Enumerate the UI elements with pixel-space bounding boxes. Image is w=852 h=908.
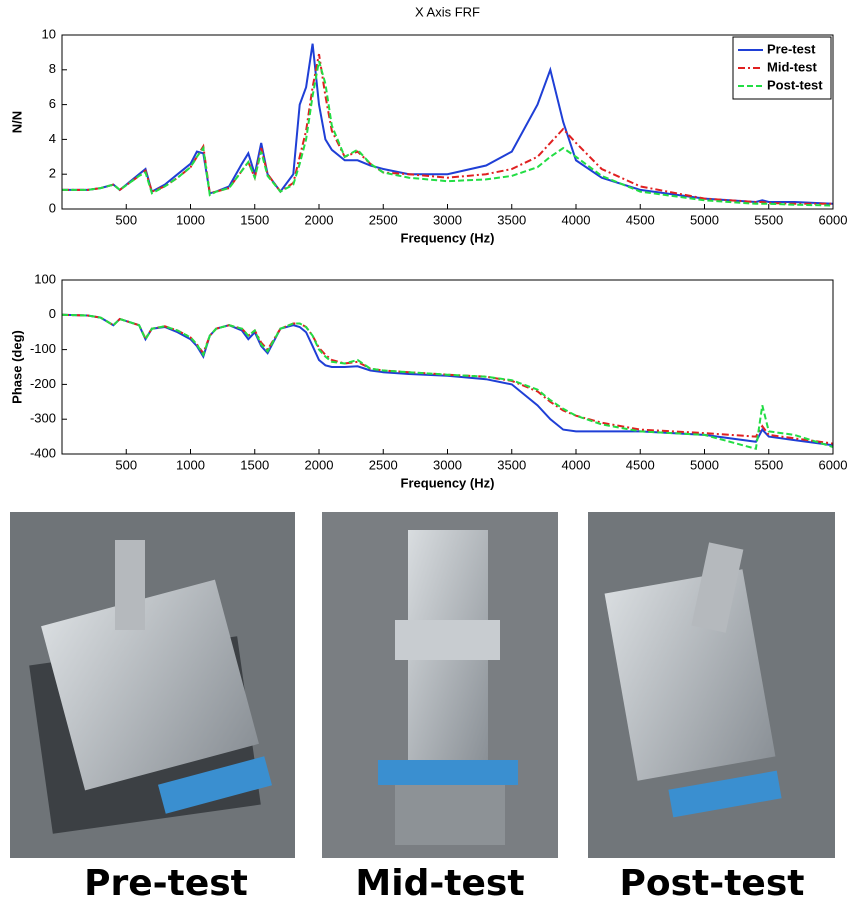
- x-tick-label: 5000: [690, 457, 719, 472]
- x-tick-label: 6000: [819, 212, 848, 227]
- y-tick-label: 4: [49, 131, 56, 146]
- x-tick-label: 4500: [626, 457, 655, 472]
- photo: [588, 512, 835, 858]
- x-tick-label: 1500: [240, 457, 269, 472]
- legend-label: Pre-test: [767, 41, 816, 56]
- y-tick-label: 6: [49, 96, 56, 111]
- x-tick-label: 3000: [433, 212, 462, 227]
- series-line: [62, 53, 833, 205]
- y-axis-label: Phase (deg): [9, 330, 24, 404]
- chart-title: X Axis FRF: [415, 4, 480, 19]
- series-line: [61, 313, 834, 447]
- series-line: [61, 313, 834, 445]
- y-tick-label: 100: [34, 271, 56, 286]
- legend-label: Post-test: [767, 77, 823, 92]
- x-tick-label: 4000: [562, 212, 591, 227]
- x-tick-label: 2500: [369, 457, 398, 472]
- x-tick-label: 1000: [176, 457, 205, 472]
- plot-frame: [61, 34, 834, 210]
- x-tick-label: 500: [115, 457, 137, 472]
- caption: Pre-test: [84, 863, 248, 903]
- x-tick-label: 6000: [819, 457, 848, 472]
- y-tick-label: 0: [49, 306, 56, 321]
- series-line: [62, 60, 834, 207]
- y-tick-label: -300: [30, 411, 56, 426]
- x-tick-label: 5000: [690, 212, 719, 227]
- x-tick-label: 1500: [240, 212, 269, 227]
- x-tick-label: 3500: [497, 457, 526, 472]
- photo: [10, 512, 295, 858]
- y-tick-label: 8: [49, 61, 56, 76]
- x-axis-label: Frequency (Hz): [401, 475, 495, 490]
- caption: Mid-test: [355, 863, 524, 903]
- x-tick-label: 2500: [369, 212, 398, 227]
- y-tick-label: -100: [30, 341, 56, 356]
- x-tick-label: 5500: [754, 212, 783, 227]
- x-axis-label: Frequency (Hz): [401, 230, 495, 245]
- y-axis-label: N/N: [9, 111, 24, 133]
- legend-label: Mid-test: [767, 59, 818, 74]
- y-tick-label: 2: [49, 166, 56, 181]
- y-tick-label: -400: [30, 445, 56, 460]
- plot-frame: [61, 279, 834, 455]
- caption: Post-test: [620, 863, 805, 903]
- x-tick-label: 4000: [562, 457, 591, 472]
- x-tick-label: 4500: [626, 212, 655, 227]
- y-tick-label: 10: [42, 26, 56, 41]
- x-tick-label: 500: [115, 212, 137, 227]
- series-line: [62, 43, 834, 205]
- x-tick-label: 2000: [305, 212, 334, 227]
- y-tick-label: 0: [49, 200, 56, 215]
- series-line: [61, 313, 834, 451]
- x-tick-label: 2000: [305, 457, 334, 472]
- x-tick-label: 5500: [754, 457, 783, 472]
- x-tick-label: 3000: [433, 457, 462, 472]
- x-tick-label: 3500: [497, 212, 526, 227]
- y-tick-label: -200: [30, 376, 56, 391]
- photo: [322, 512, 558, 858]
- x-tick-label: 1000: [176, 212, 205, 227]
